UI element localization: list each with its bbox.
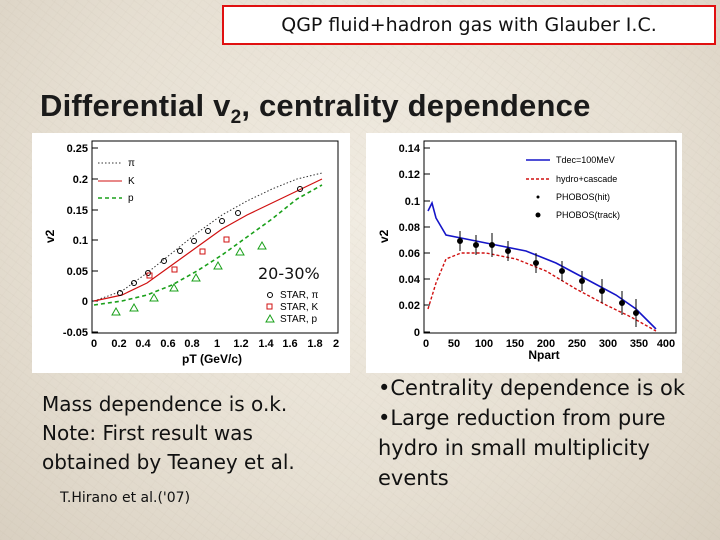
citation: T.Hirano et al.('07) [60, 490, 191, 506]
left-x-ticks: 0 0.2 0.4 0.6 0.8 1 1.2 1.4 1.6 1.8 2 [91, 338, 339, 350]
title-subscript: 2 [230, 107, 242, 129]
right-y-tick: 0.08 [399, 222, 420, 234]
right-x-axis-label: Npart [528, 348, 559, 362]
left-y-tick: 0.2 [73, 174, 88, 186]
left-x-tick: 0.2 [111, 338, 126, 350]
right-plot-frame [423, 140, 677, 334]
right-y-tick: 0.02 [399, 300, 420, 312]
left-y-ticks: 0.25 0.2 0.15 0.1 0.05 0 -0.05 [63, 143, 88, 339]
left-x-tick: 1.2 [233, 338, 248, 350]
right-x-tick: 150 [506, 338, 524, 350]
slide-title: Differential v2, centrality dependence [40, 88, 591, 129]
left-plot-svg: 0.25 0.2 0.15 0.1 0.05 0 -0.05 v2 0 0.2 … [43, 140, 339, 366]
right-x-tick: 0 [423, 338, 429, 350]
left-x-tick: 0 [91, 338, 97, 350]
right-legend: Tdec=100MeV hydro+cascade PHOBOS(hit) PH… [526, 155, 620, 220]
title-main: Differential v [40, 88, 231, 123]
left-x-tick: 1 [214, 338, 220, 350]
right-x-tick: 400 [657, 338, 675, 350]
right-plot-svg: 0.14 0.12 0.1 0.08 0.06 0.04 0.02 0 v2 0… [377, 140, 677, 362]
right-y-tick: 0.14 [399, 143, 421, 155]
right-x-tick: 250 [568, 338, 586, 350]
title-rest: , centrality dependence [241, 88, 591, 123]
left-plot-frame [91, 140, 339, 334]
pion-curve [93, 172, 323, 302]
left-text-line: Note: First result was [42, 421, 253, 445]
hydro-curve [427, 200, 657, 330]
right-x-tick: 350 [630, 338, 648, 350]
legend-hybrid: hydro+cascade [556, 174, 617, 184]
bullet-item: •Centrality dependence is ok [378, 376, 685, 400]
right-plot-panel: 0.14 0.12 0.1 0.08 0.06 0.04 0.02 0 v2 0… [366, 133, 682, 373]
left-y-tick: -0.05 [63, 327, 88, 339]
left-top-legend: π K p [98, 158, 135, 204]
left-x-tick: 0.6 [160, 338, 175, 350]
right-y-tick: 0.12 [399, 169, 420, 181]
left-x-tick: 2 [333, 338, 339, 350]
left-x-tick: 1.8 [307, 338, 322, 350]
legend-tdec: Tdec=100MeV [556, 155, 615, 165]
left-bottom-legend: STAR, π STAR, K STAR, p [265, 290, 318, 325]
right-y-tick: 0.04 [399, 274, 421, 286]
centrality-box [254, 261, 332, 285]
legend-star-pi: STAR, π [280, 290, 318, 301]
centrality-label: 20-30% [258, 264, 320, 283]
left-x-tick: 0.8 [184, 338, 199, 350]
legend-phobos-track: PHOBOS(track) [556, 210, 620, 220]
hybrid-curve [427, 252, 657, 332]
left-y-axis-label: v2 [43, 229, 57, 243]
legend-star-k: STAR, K [280, 302, 318, 313]
left-plot-panel: 0.25 0.2 0.15 0.1 0.05 0 -0.05 v2 0 0.2 … [32, 133, 350, 373]
legend-star-p: STAR, p [280, 314, 317, 325]
right-y-tick: 0.06 [399, 248, 420, 260]
left-text-line: Mass dependence is o.k. [42, 392, 288, 416]
left-y-tick: 0.15 [67, 205, 88, 217]
star-kaon-points [146, 236, 230, 279]
legend-pi: π [128, 158, 135, 169]
right-x-tick: 100 [475, 338, 493, 350]
right-x-tick: 200 [537, 338, 555, 350]
right-y-tickmarks [424, 147, 430, 333]
left-x-tick: 1.4 [258, 338, 274, 350]
legend-k: K [128, 176, 135, 187]
legend-phobos-hit: PHOBOS(hit) [556, 192, 610, 202]
right-y-tick: 0 [414, 327, 420, 339]
right-y-axis-label: v2 [377, 229, 391, 243]
header-tag: QGP fluid+hadron gas with Glauber I.C. [222, 5, 716, 45]
right-x-ticks: 0 50 100 150 200 250 300 350 400 [423, 338, 675, 350]
left-x-axis-label: pT (GeV/c) [182, 352, 242, 366]
left-y-tick: 0.05 [67, 266, 88, 278]
right-x-tick: 50 [448, 338, 460, 350]
left-y-tick: 0.25 [67, 143, 88, 155]
left-text-line: obtained by Teaney et al. [42, 450, 295, 474]
right-y-tick: 0.1 [405, 196, 420, 208]
legend-p: p [128, 193, 134, 204]
left-x-tick: 0.4 [135, 338, 151, 350]
left-y-tick: 0 [82, 296, 88, 308]
bullet-list: •Centrality dependence is ok •Large redu… [378, 373, 718, 493]
right-y-ticks: 0.14 0.12 0.1 0.08 0.06 0.04 0.02 0 [399, 143, 421, 339]
kaon-curve [93, 178, 323, 302]
phobos-points [457, 231, 639, 327]
star-proton-points [111, 240, 267, 316]
right-x-tick: 300 [599, 338, 617, 350]
star-pion-points [117, 186, 303, 296]
bullet-item: •Large reduction from pure hydro in smal… [378, 406, 666, 490]
left-commentary: Mass dependence is o.k. Note: First resu… [42, 390, 295, 477]
left-y-tick: 0.1 [73, 235, 88, 247]
left-x-tick: 1.6 [282, 338, 297, 350]
